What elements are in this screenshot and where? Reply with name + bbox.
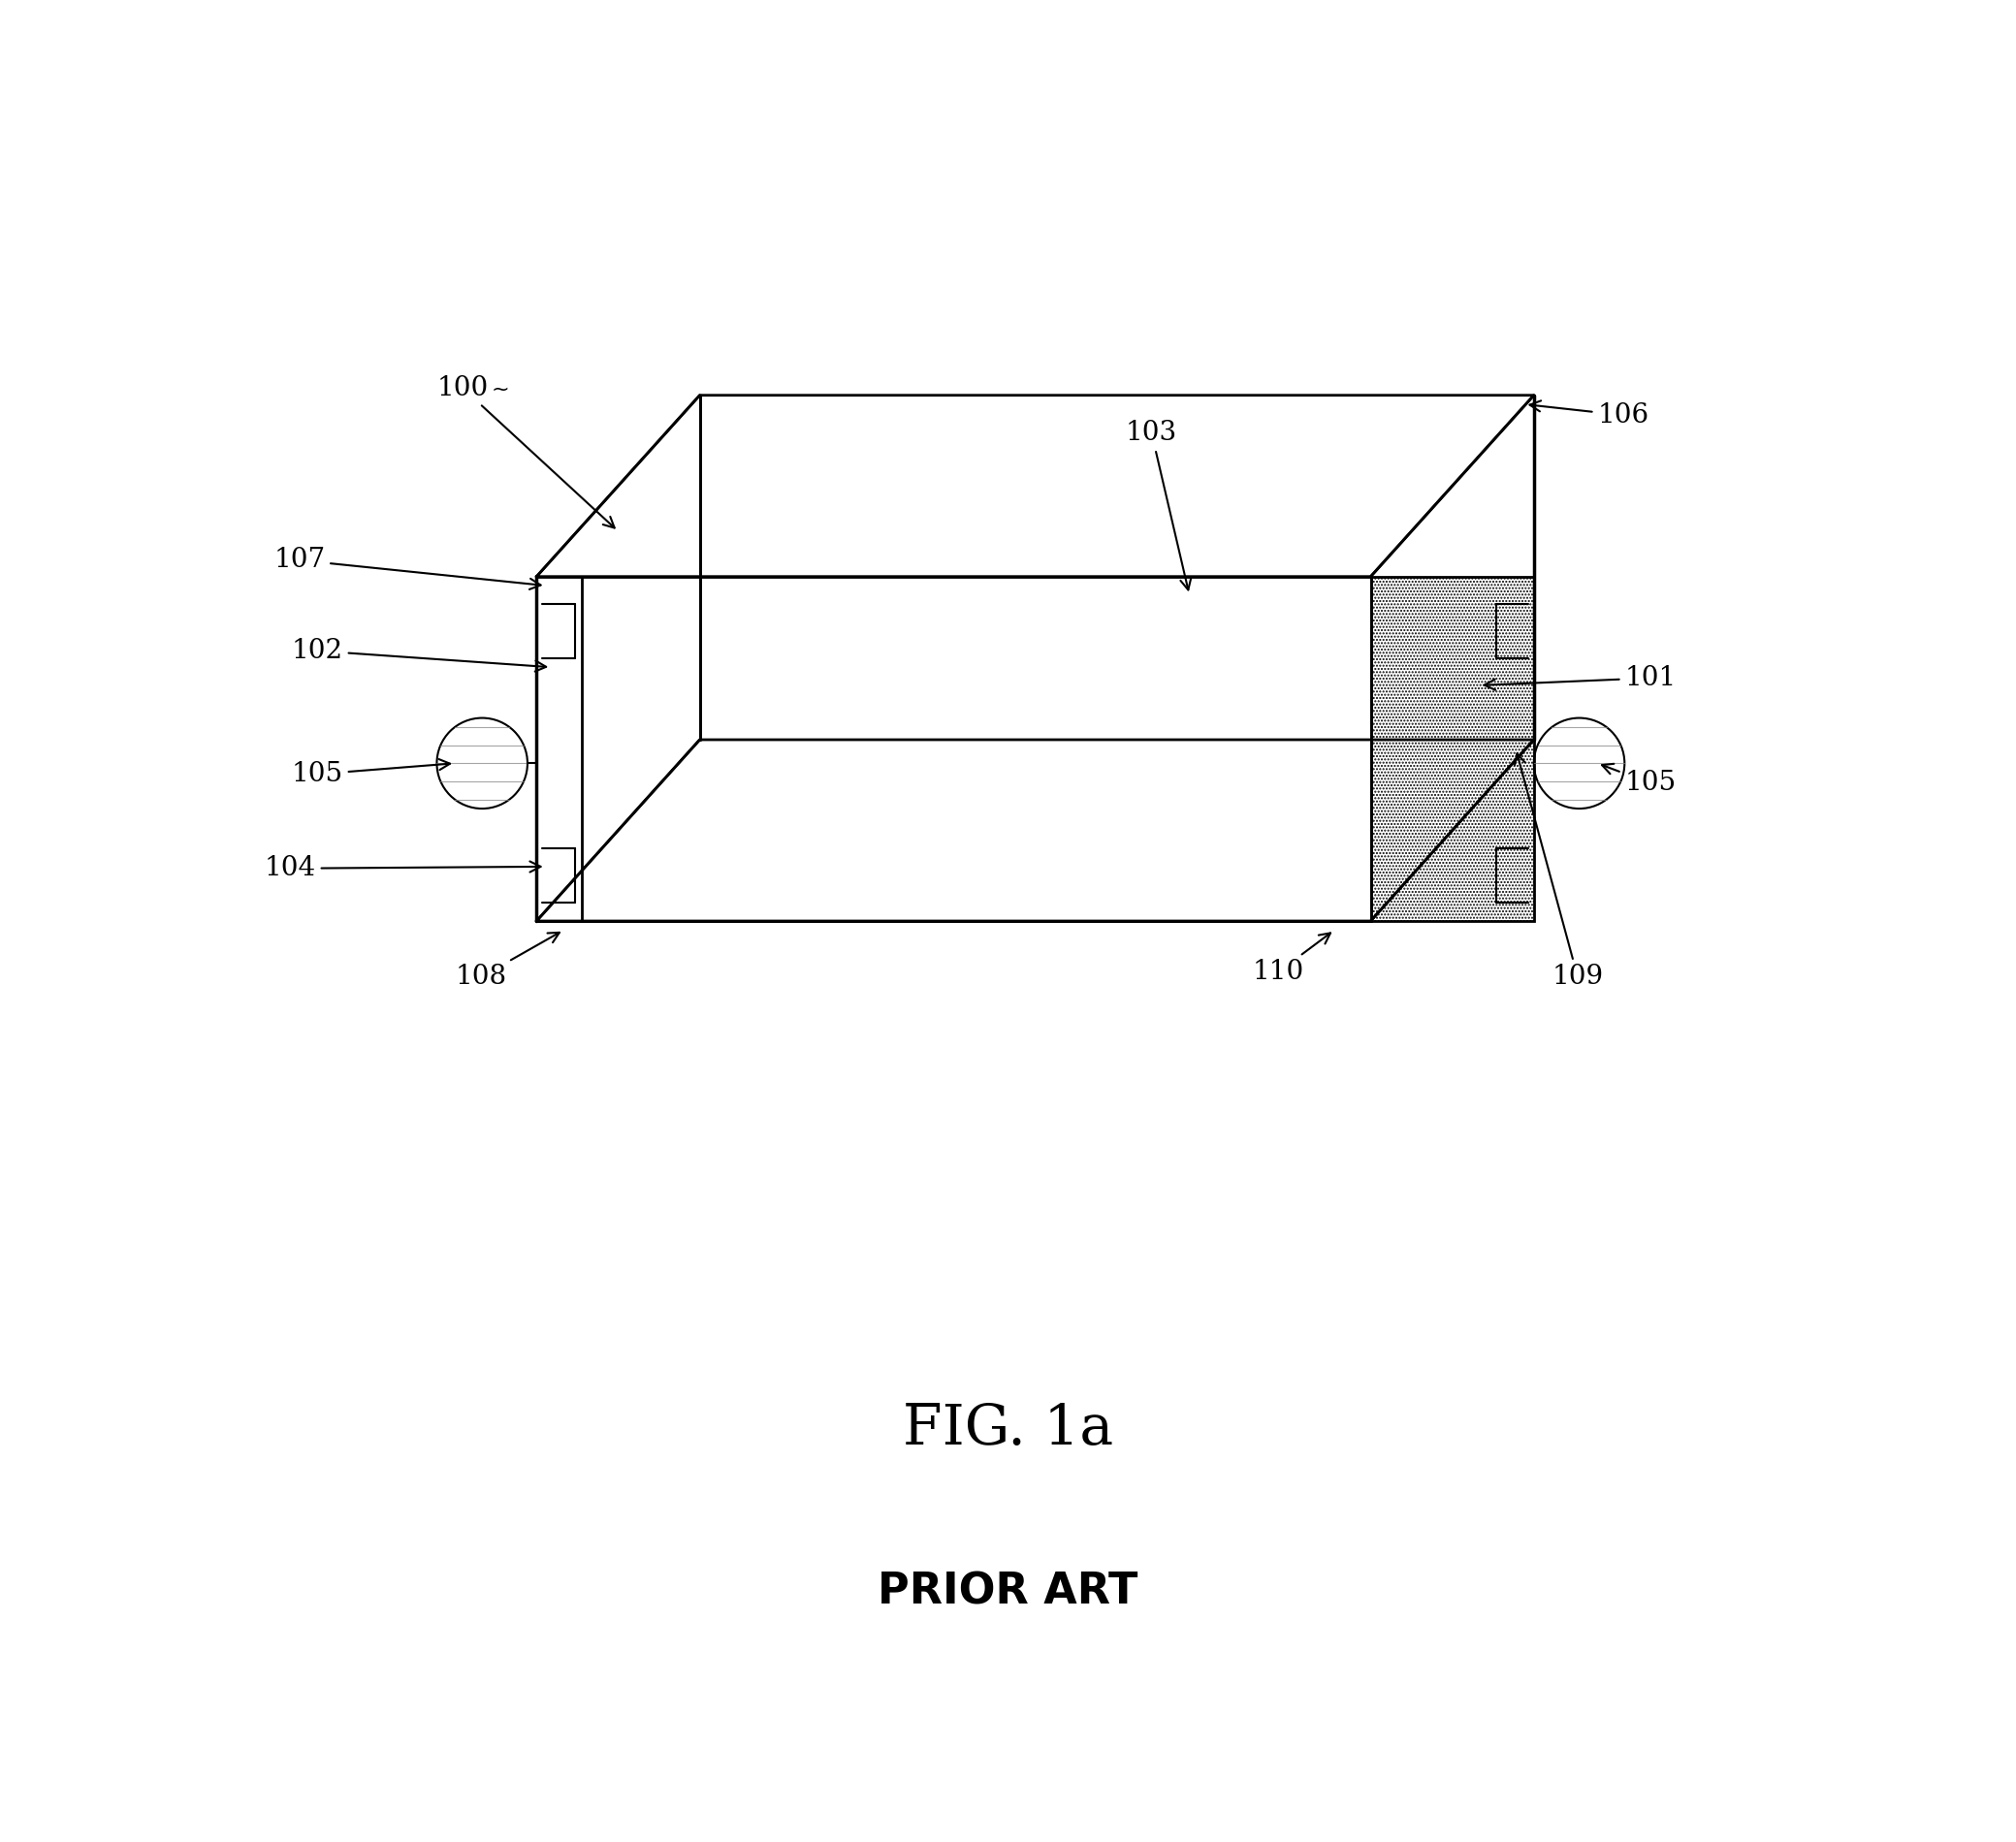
- Text: 109: 109: [1514, 753, 1603, 991]
- Text: 105: 105: [292, 759, 450, 787]
- Text: FIG. 1a: FIG. 1a: [903, 1402, 1113, 1455]
- FancyBboxPatch shape: [1371, 577, 1534, 921]
- Text: 102: 102: [292, 637, 546, 672]
- Text: 108: 108: [456, 932, 558, 991]
- Text: 103: 103: [1125, 420, 1191, 589]
- Text: 106: 106: [1530, 402, 1649, 429]
- Text: 101: 101: [1484, 665, 1675, 691]
- Text: ~: ~: [492, 379, 510, 400]
- Text: 100: 100: [437, 376, 615, 529]
- Text: 110: 110: [1252, 934, 1331, 985]
- Text: 107: 107: [274, 547, 540, 589]
- Text: 105: 105: [1603, 764, 1675, 796]
- Text: PRIOR ART: PRIOR ART: [877, 1571, 1139, 1612]
- Text: 104: 104: [264, 855, 540, 882]
